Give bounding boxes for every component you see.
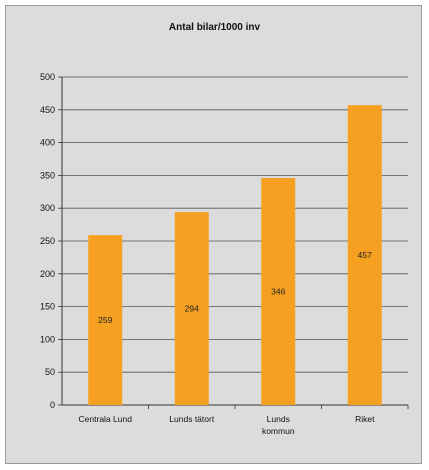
bar [174, 212, 209, 405]
y-tick-label: 200 [40, 269, 55, 279]
y-tick-label: 50 [45, 367, 55, 377]
data-label: 346 [271, 287, 285, 297]
x-tick-label: Riket [355, 414, 375, 424]
x-tick-label: Lunds kommun [262, 414, 295, 436]
x-tick-label: Centrala Lund [79, 414, 133, 424]
y-tick-label: 0 [50, 400, 55, 410]
x-tick-label-line: kommun [262, 426, 295, 436]
data-label: 457 [358, 250, 372, 260]
y-tick-label: 350 [40, 170, 55, 180]
y-tick-label: 100 [40, 334, 55, 344]
x-tick-label-line: Riket [355, 414, 375, 424]
x-tick-label-line: Lunds [267, 414, 290, 424]
bar [88, 235, 123, 405]
y-tick-label: 250 [40, 236, 55, 246]
bar [347, 105, 382, 405]
y-tick-label: 500 [40, 72, 55, 82]
y-tick-label: 400 [40, 138, 55, 148]
data-label: 294 [185, 304, 199, 314]
y-tick-label: 150 [40, 302, 55, 312]
x-tick-label: Lunds tätort [169, 414, 215, 424]
data-label: 259 [98, 315, 112, 325]
chart-title: Antal bilar/1000 inv [168, 22, 261, 33]
x-tick-label-line: Lunds tätort [169, 414, 215, 424]
y-tick-label: 300 [40, 203, 55, 213]
bar [261, 178, 296, 405]
x-tick-label-line: Centrala Lund [79, 414, 133, 424]
y-tick-label: 450 [40, 105, 55, 115]
